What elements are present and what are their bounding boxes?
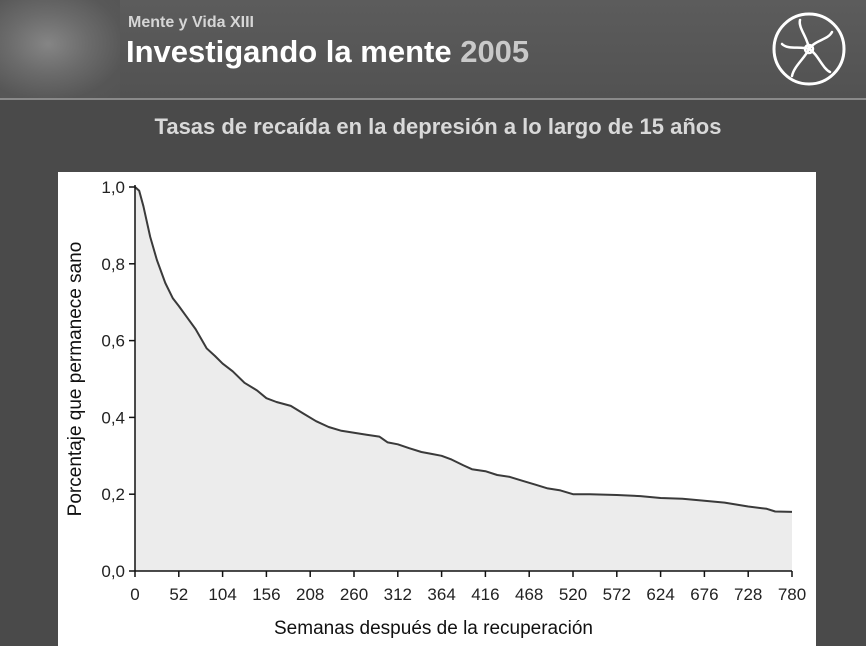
x-tick-label: 52 xyxy=(169,585,188,604)
x-tick-label: 624 xyxy=(646,585,674,604)
y-tick-label: 0,2 xyxy=(101,485,125,504)
header-banner: Mente y Vida XIII Investigando la mente … xyxy=(0,0,866,100)
x-tick-label: 208 xyxy=(296,585,324,604)
x-tick-label: 312 xyxy=(384,585,412,604)
x-tick-label: 728 xyxy=(734,585,762,604)
x-tick-label: 104 xyxy=(208,585,236,604)
x-tick-label: 156 xyxy=(252,585,280,604)
x-tick-label: 468 xyxy=(515,585,543,604)
spiral-logo-icon xyxy=(772,12,846,86)
brain-photo xyxy=(0,0,120,98)
x-tick-label: 0 xyxy=(130,585,139,604)
conference-year: 2005 xyxy=(460,34,530,69)
survival-area-fill xyxy=(135,187,792,571)
y-tick-label: 0,0 xyxy=(101,562,125,581)
chart-title: Tasas de recaída en la depresión a lo la… xyxy=(154,114,722,139)
x-tick-label: 364 xyxy=(427,585,455,604)
y-tick-label: 0,6 xyxy=(101,332,125,351)
y-tick-label: 1,0 xyxy=(101,178,125,197)
x-tick-label: 572 xyxy=(603,585,631,604)
x-axis-label: Semanas después de la recuperación xyxy=(274,618,593,639)
x-tick-label: 780 xyxy=(778,585,806,604)
x-tick-label: 676 xyxy=(690,585,718,604)
survival-curve-line xyxy=(134,186,793,513)
conference-title: Investigando la mente 2005 xyxy=(126,34,529,70)
conference-subtitle: Mente y Vida XIII xyxy=(128,14,254,31)
conference-title-main: Investigando la mente xyxy=(126,34,452,69)
x-tick-label: 520 xyxy=(559,585,587,604)
relapse-survival-chart: 0,0 0,2 0,4 0,6 0,8 1,0 0 52 104 156 208 260 312 364 4… xyxy=(65,178,806,639)
y-axis-label: Porcentaje que permanece sano xyxy=(65,242,86,517)
x-tick-label: 416 xyxy=(471,585,499,604)
y-tick-label: 0,4 xyxy=(101,408,125,427)
y-tick-label: 0,8 xyxy=(101,255,125,274)
x-tick-label: 260 xyxy=(340,585,368,604)
chart-panel: 0,0 0,2 0,4 0,6 0,8 1,0 0 52 104 156 208 260 312 364 4… xyxy=(58,172,816,646)
